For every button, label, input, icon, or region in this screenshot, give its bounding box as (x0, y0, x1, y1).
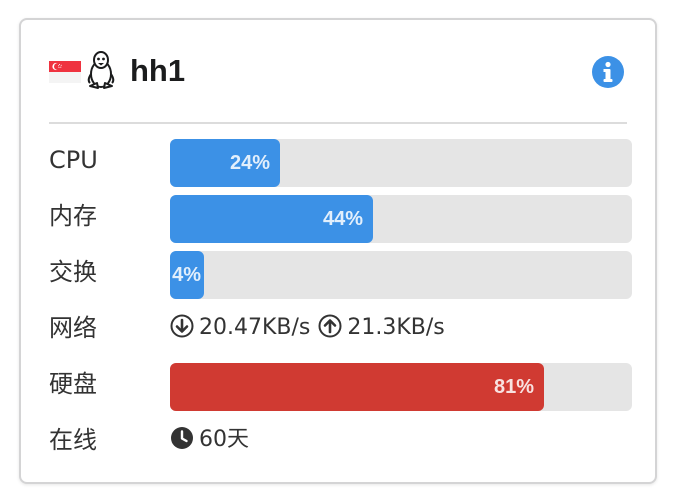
swap-row: 交换 4% (49, 251, 632, 299)
memory-label: 内存 (49, 202, 97, 230)
uptime-value: 60天 (199, 427, 249, 452)
network-label: 网络 (49, 314, 97, 342)
upload-speed: 21.3KB/s (347, 315, 445, 340)
uptime-row: 在线 60天 (49, 419, 627, 467)
disk-row: 硬盘 81% (49, 363, 632, 411)
swap-progress-fill: 4% (170, 251, 204, 299)
disk-progress-fill: 81% (170, 363, 544, 411)
cpu-percent: 24% (229, 152, 270, 174)
swap-progress-bar[interactable]: 4% (170, 251, 632, 299)
arrow-down-circle-icon (170, 311, 194, 338)
header-divider (49, 122, 627, 124)
cpu-row: CPU 24% (49, 139, 632, 187)
server-name: hh1 (130, 53, 186, 88)
arrow-up-circle-icon (318, 311, 342, 338)
network-row: 网络 20.47KB/s 21.3KB/s (49, 307, 627, 355)
singapore-flag-icon (49, 61, 81, 83)
info-circle-icon[interactable] (591, 55, 625, 89)
memory-row: 内存 44% (49, 195, 632, 243)
card-header: hh1 (47, 50, 629, 96)
disk-label: 硬盘 (49, 370, 97, 398)
cpu-progress-bar[interactable]: 24% (170, 139, 632, 187)
cpu-label: CPU (49, 146, 98, 174)
disk-progress-bar[interactable]: 81% (170, 363, 632, 411)
disk-percent: 81% (493, 376, 534, 398)
swap-label: 交换 (49, 258, 97, 286)
server-card: hh1 CPU 24% 内存 44% 交换 (19, 18, 657, 484)
download-speed: 20.47KB/s (199, 315, 311, 340)
memory-progress-bar[interactable]: 44% (170, 195, 632, 243)
cpu-progress-fill: 24% (170, 139, 280, 187)
memory-percent: 44% (322, 208, 363, 230)
linux-tux-icon (85, 50, 117, 90)
memory-progress-fill: 44% (170, 195, 373, 243)
swap-percent: 4% (172, 264, 201, 286)
uptime-label: 在线 (49, 426, 97, 454)
network-speeds: 20.47KB/s 21.3KB/s (170, 307, 453, 355)
uptime-value-line: 60天 (170, 419, 257, 467)
clock-icon (170, 423, 194, 449)
